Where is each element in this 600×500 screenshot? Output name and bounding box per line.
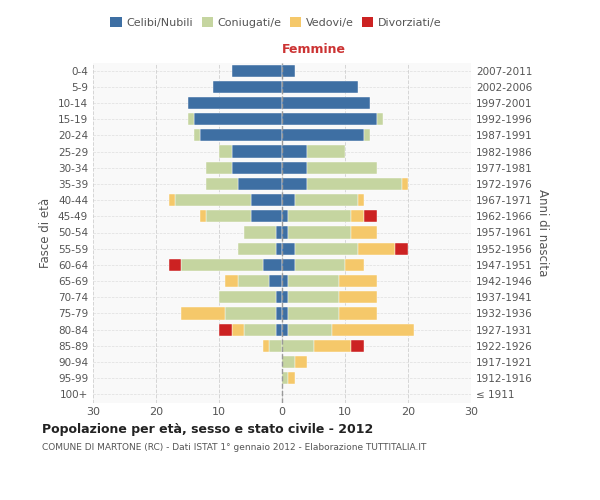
Bar	[212, 80, 282, 93]
Text: Femmine: Femmine	[282, 42, 346, 56]
Bar	[307, 162, 377, 174]
Bar	[194, 113, 282, 125]
Y-axis label: Anni di nascita: Anni di nascita	[536, 189, 549, 276]
Bar	[187, 97, 282, 109]
Bar	[226, 275, 238, 287]
Bar	[289, 275, 338, 287]
Bar	[352, 340, 364, 352]
Bar	[282, 356, 295, 368]
Legend: Celibi/Nubili, Coniugati/e, Vedovi/e, Divorziati/e: Celibi/Nubili, Coniugati/e, Vedovi/e, Di…	[106, 13, 446, 32]
Bar	[282, 130, 364, 141]
Bar	[282, 64, 295, 76]
Bar	[345, 259, 364, 271]
Bar	[226, 308, 276, 320]
Bar	[307, 146, 345, 158]
Bar	[187, 113, 194, 125]
Bar	[364, 130, 370, 141]
Bar	[263, 259, 282, 271]
Bar	[200, 210, 206, 222]
Bar	[332, 324, 414, 336]
Bar	[244, 324, 276, 336]
Bar	[238, 275, 269, 287]
Bar	[276, 308, 282, 320]
Bar	[269, 275, 282, 287]
Bar	[181, 308, 226, 320]
Bar	[295, 194, 358, 206]
Bar	[282, 259, 295, 271]
Bar	[206, 162, 232, 174]
Bar	[232, 162, 282, 174]
Bar	[276, 324, 282, 336]
Bar	[219, 146, 232, 158]
Bar	[263, 340, 269, 352]
Bar	[307, 178, 402, 190]
Bar	[377, 113, 383, 125]
Bar	[232, 64, 282, 76]
Bar	[251, 210, 282, 222]
Bar	[244, 226, 276, 238]
Bar	[169, 259, 181, 271]
Bar	[289, 324, 332, 336]
Bar	[282, 308, 289, 320]
Bar	[282, 80, 358, 93]
Bar	[282, 275, 289, 287]
Text: Popolazione per età, sesso e stato civile - 2012: Popolazione per età, sesso e stato civil…	[42, 422, 373, 436]
Bar	[238, 242, 276, 255]
Bar	[352, 210, 364, 222]
Bar	[295, 242, 358, 255]
Bar	[282, 178, 307, 190]
Bar	[238, 178, 282, 190]
Bar	[289, 210, 352, 222]
Bar	[206, 178, 238, 190]
Bar	[295, 259, 345, 271]
Text: COMUNE DI MARTONE (RC) - Dati ISTAT 1° gennaio 2012 - Elaborazione TUTTITALIA.IT: COMUNE DI MARTONE (RC) - Dati ISTAT 1° g…	[42, 442, 427, 452]
Bar	[282, 242, 295, 255]
Bar	[358, 194, 364, 206]
Bar	[289, 308, 338, 320]
Bar	[282, 210, 289, 222]
Y-axis label: Fasce di età: Fasce di età	[40, 198, 52, 268]
Bar	[295, 356, 307, 368]
Bar	[175, 194, 251, 206]
Bar	[282, 324, 289, 336]
Bar	[181, 259, 263, 271]
Bar	[282, 291, 289, 304]
Bar	[282, 146, 307, 158]
Bar	[352, 226, 377, 238]
Bar	[276, 242, 282, 255]
Bar	[269, 340, 282, 352]
Bar	[194, 130, 200, 141]
Bar	[338, 275, 377, 287]
Bar	[276, 291, 282, 304]
Bar	[364, 210, 377, 222]
Bar	[338, 308, 377, 320]
Bar	[282, 226, 289, 238]
Bar	[282, 162, 307, 174]
Bar	[282, 340, 314, 352]
Bar	[276, 226, 282, 238]
Bar	[402, 178, 408, 190]
Bar	[282, 97, 370, 109]
Bar	[289, 372, 295, 384]
Bar	[314, 340, 352, 352]
Bar	[169, 194, 175, 206]
Bar	[289, 226, 352, 238]
Bar	[289, 291, 338, 304]
Bar	[219, 324, 232, 336]
Bar	[358, 242, 395, 255]
Bar	[338, 291, 377, 304]
Bar	[282, 194, 295, 206]
Bar	[395, 242, 408, 255]
Bar	[206, 210, 251, 222]
Bar	[232, 324, 244, 336]
Bar	[251, 194, 282, 206]
Bar	[200, 130, 282, 141]
Bar	[282, 372, 289, 384]
Bar	[232, 146, 282, 158]
Bar	[219, 291, 276, 304]
Bar	[282, 113, 377, 125]
